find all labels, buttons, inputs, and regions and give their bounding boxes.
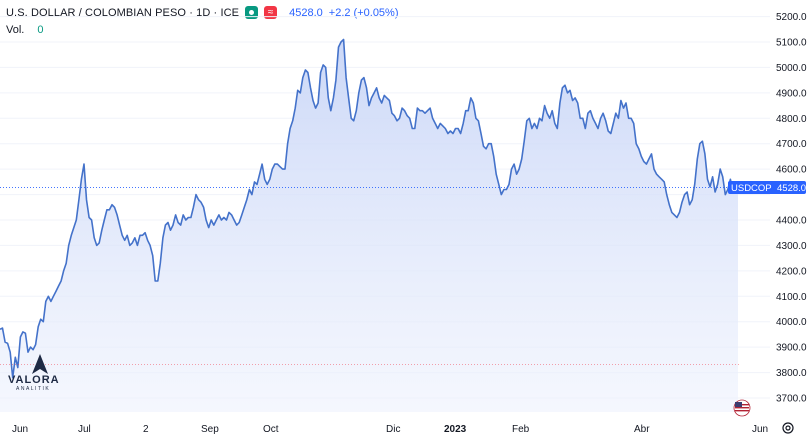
chart-header: U.S. DOLLAR / COLOMBIAN PESO · 1D · ICE …: [6, 6, 399, 19]
y-tick-label: 4300.0: [776, 241, 807, 252]
volume-legend: Vol. 0: [6, 24, 44, 36]
watermark-logo: VALORA ANALITIK: [8, 354, 60, 392]
volume-label: Vol.: [6, 24, 25, 36]
y-tick-label: 5200.0: [776, 12, 807, 23]
logo-arrow-icon: [32, 354, 48, 374]
x-tick-label: 2: [143, 424, 149, 435]
price-change: +2.2 (+0.05%): [328, 6, 399, 19]
volume-value: 0: [37, 24, 44, 36]
badge-price: 4528.0: [777, 183, 806, 194]
y-tick-label: 4200.0: [776, 266, 807, 277]
price-line[interactable]: [0, 38, 739, 379]
y-tick-label: 3700.0: [776, 394, 807, 405]
settings-gear-icon[interactable]: [781, 421, 795, 435]
y-tick-label: 5000.0: [776, 63, 807, 74]
y-tick-label: 4000.0: [776, 317, 807, 328]
symbol-title[interactable]: U.S. DOLLAR / COLOMBIAN PESO · 1D · ICE: [6, 6, 240, 19]
x-tick-label: Sep: [201, 424, 219, 435]
x-tick-label: Oct: [263, 424, 279, 435]
x-tick-label: Dic: [386, 424, 400, 435]
market-open-icon[interactable]: [245, 6, 259, 19]
current-price: 4528.0: [289, 6, 323, 19]
badge-symbol: USDCOP: [731, 183, 772, 194]
y-tick-label: 3800.0: [776, 368, 807, 379]
y-tick-label: 4400.0: [776, 216, 807, 227]
us-flag-icon[interactable]: [733, 399, 751, 417]
y-tick-label: 4800.0: [776, 114, 807, 125]
price-badge: USDCOP 4528.0: [728, 180, 806, 194]
y-tick-label: 4700.0: [776, 139, 807, 150]
y-tick-label: 4100.0: [776, 292, 807, 303]
x-tick-label: 2023: [444, 424, 467, 435]
logo-main-text: VALORA: [8, 374, 60, 386]
price-area: [0, 39, 738, 412]
price-axis[interactable]: 3700.0 3800.0 3900.0 4000.0 4100.0 4200.0 4300…: [776, 12, 807, 404]
wave-icon[interactable]: ≈: [264, 6, 278, 19]
x-tick-label: Jun: [12, 424, 28, 435]
y-tick-label: 5100.0: [776, 38, 807, 49]
x-tick-label: Jun: [752, 424, 768, 435]
x-tick-label: Abr: [634, 424, 650, 435]
y-tick-label: 4900.0: [776, 88, 807, 99]
logo-sub-text: ANALITIK: [16, 386, 51, 392]
x-tick-label: Feb: [512, 424, 530, 435]
x-tick-label: Jul: [78, 424, 91, 435]
y-tick-label: 4600.0: [776, 165, 807, 176]
y-tick-label: 3900.0: [776, 343, 807, 354]
time-axis[interactable]: Jun Jul 2 Sep Oct Dic 2023 Feb Abr Jun: [12, 424, 768, 435]
